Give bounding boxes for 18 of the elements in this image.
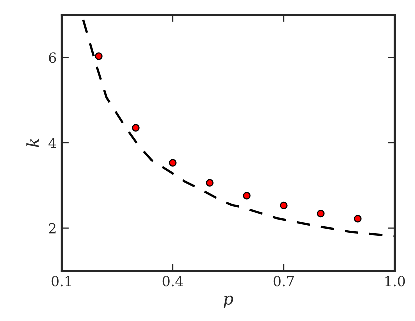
y-tick-label: 4 <box>48 138 56 148</box>
x-tick-label: 0.4 <box>162 276 184 287</box>
x-axis-title: p <box>224 296 234 308</box>
y-axis-title: k <box>26 138 40 148</box>
y-tick-label: 2 <box>49 223 56 234</box>
line-series <box>82 19 395 238</box>
point <box>317 210 325 218</box>
point <box>206 179 214 187</box>
point <box>243 192 251 200</box>
point <box>95 52 103 60</box>
x-tick-label: 1.0 <box>386 276 406 287</box>
point <box>280 202 288 210</box>
point <box>132 124 140 132</box>
point <box>354 215 362 223</box>
x-tick-label: 0.1 <box>52 276 72 287</box>
y-tick-label: 6 <box>49 52 56 64</box>
point <box>169 159 177 167</box>
x-tick-label: 0.7 <box>274 276 294 287</box>
